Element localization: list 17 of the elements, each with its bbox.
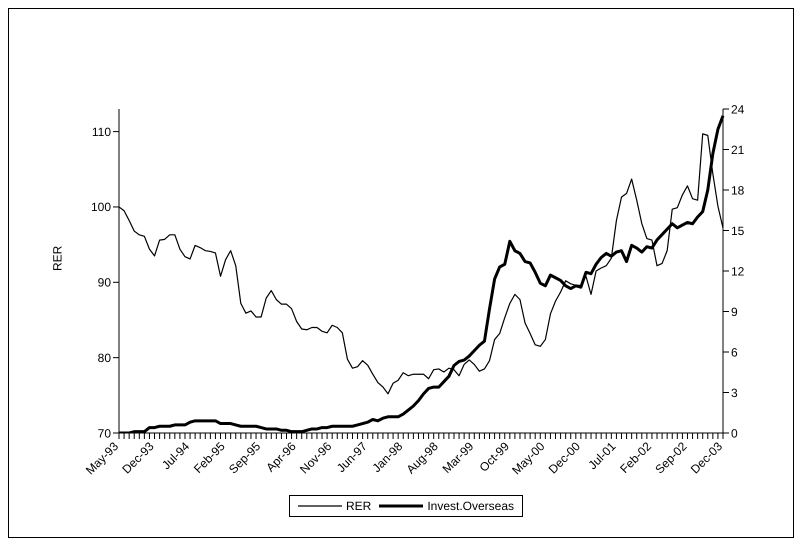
y-tick-label: 110 xyxy=(92,124,112,139)
y2-tick-label: 3 xyxy=(731,386,738,400)
y2-tick-label: 21 xyxy=(731,142,745,157)
y-tick-label: 90 xyxy=(98,276,112,290)
y2-tick-label: 0 xyxy=(731,426,738,440)
legend-label: RER xyxy=(346,499,372,513)
y2-tick-label: 12 xyxy=(731,264,745,278)
y2-tick-label: 18 xyxy=(731,183,745,198)
y2-tick-label: 6 xyxy=(731,345,738,360)
y2-tick-label: 24 xyxy=(731,102,745,116)
legend-label: Invest.Overseas xyxy=(427,499,514,513)
y-tick-label: 70 xyxy=(98,426,112,440)
y-axis-title: RER xyxy=(50,245,64,271)
y2-tick-label: 15 xyxy=(731,224,745,238)
y-tick-label: 80 xyxy=(98,350,112,365)
y2-tick-label: 9 xyxy=(731,304,738,319)
y-tick-label: 100 xyxy=(90,200,112,214)
